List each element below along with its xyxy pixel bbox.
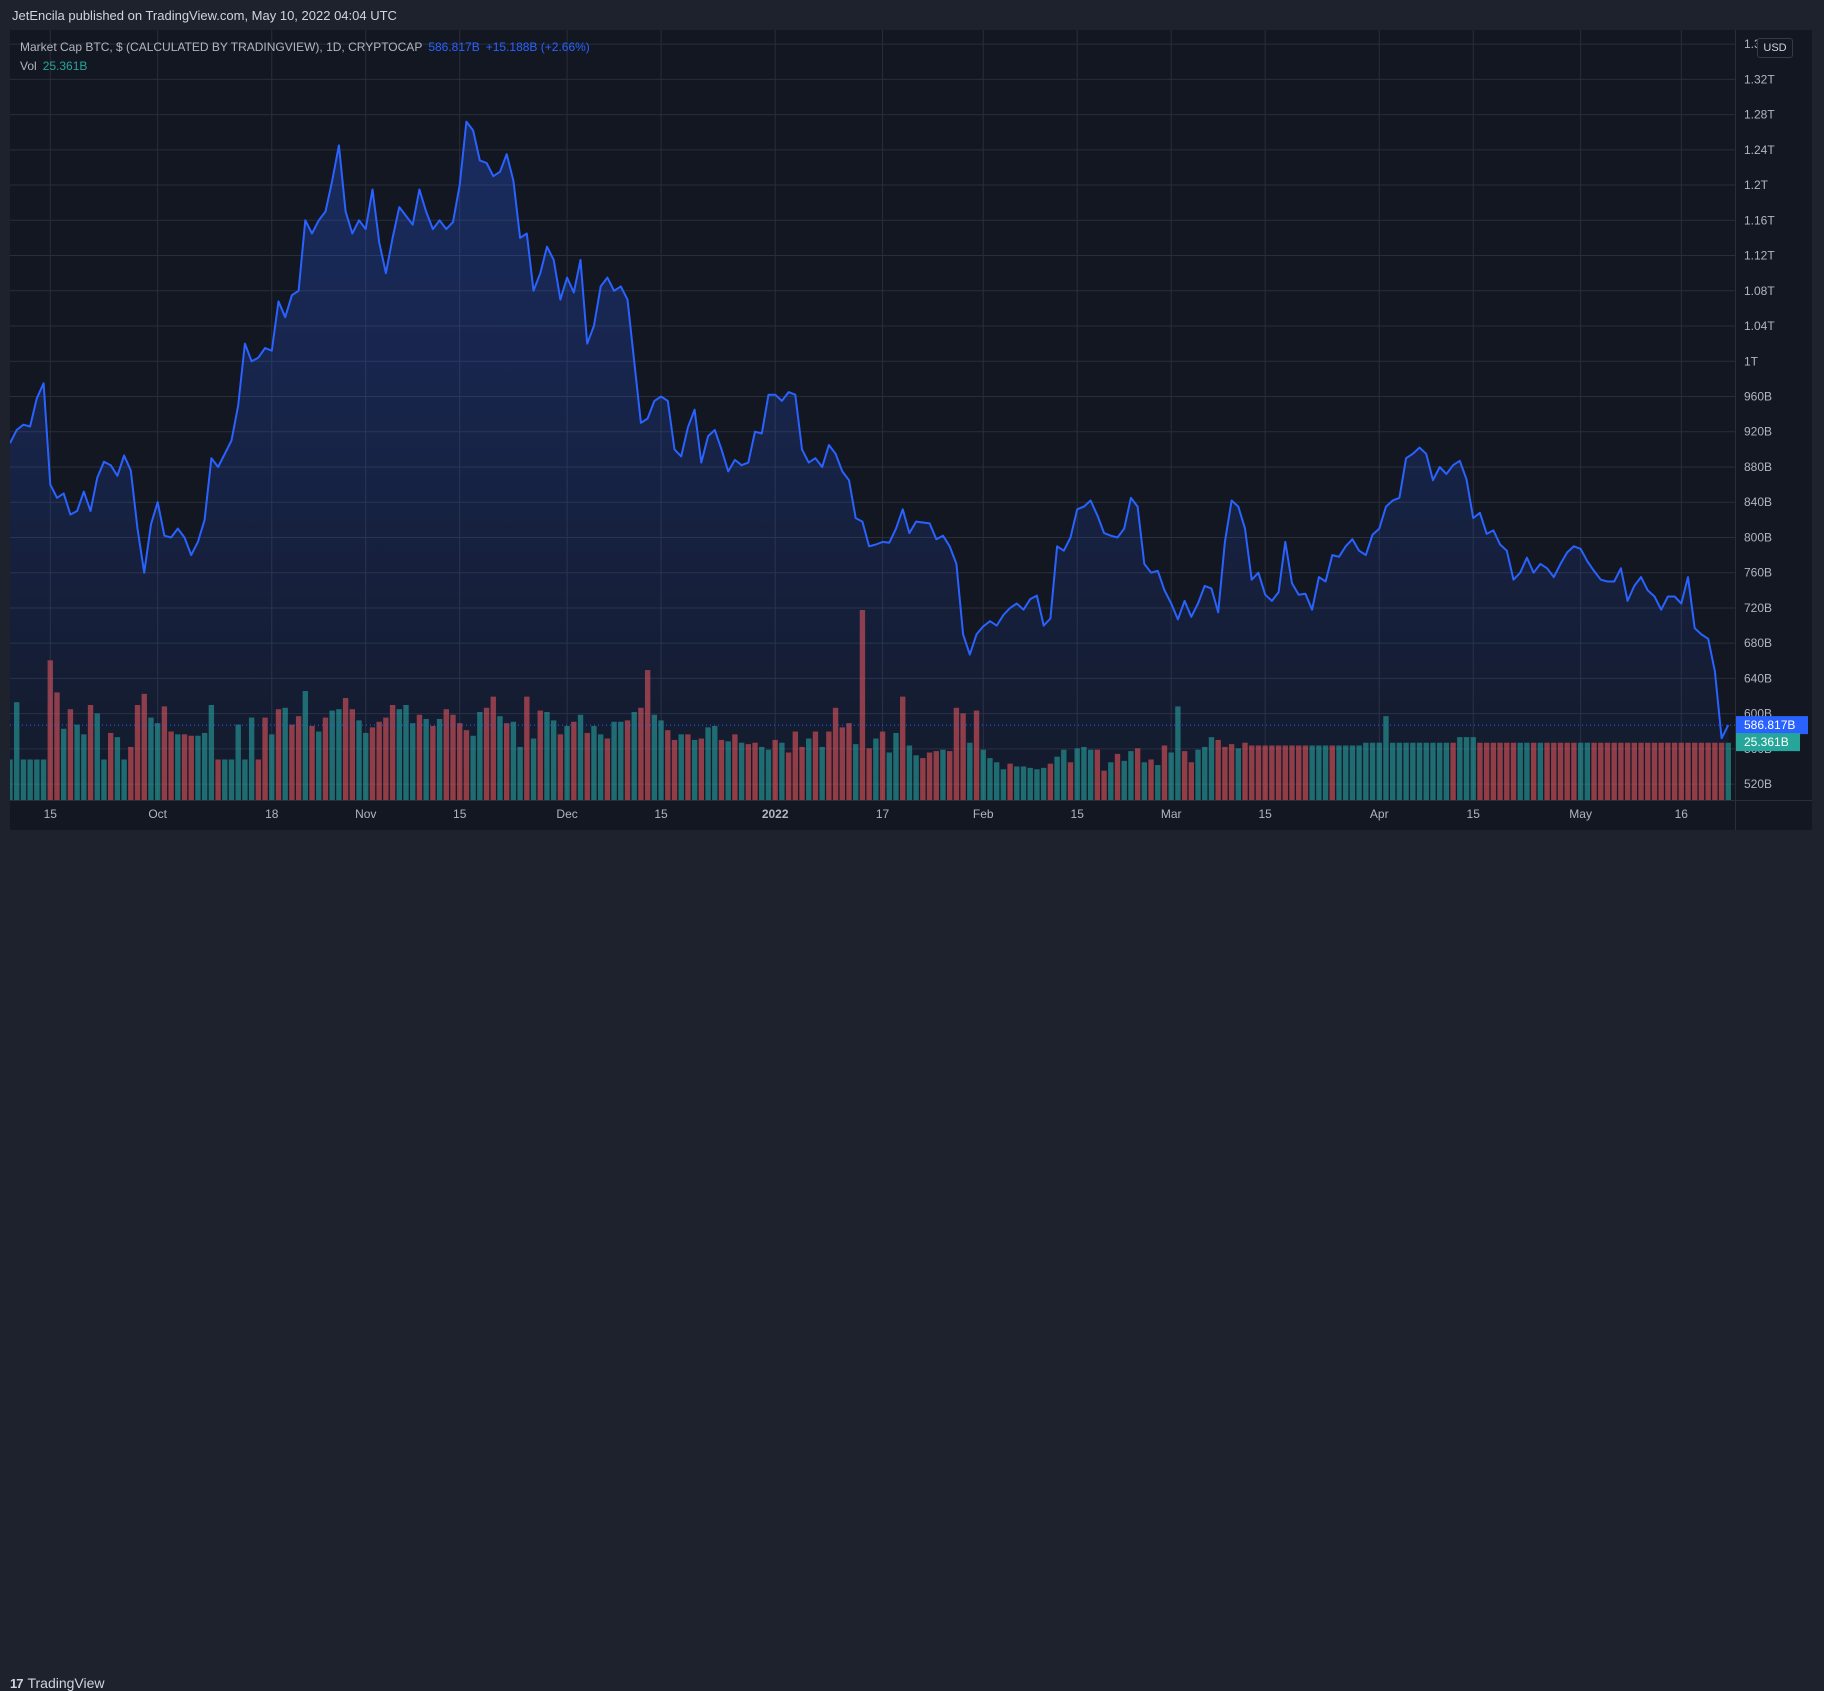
x-tick-label: 15	[1258, 807, 1272, 821]
chart-area[interactable]: 520B560B600B640B680B720B760B800B840B880B…	[10, 30, 1812, 830]
y-tick-label: 640B	[1744, 671, 1772, 685]
y-tick-label: 880B	[1744, 460, 1772, 474]
x-tick-label: 18	[265, 807, 279, 821]
legend-symbol-row[interactable]: Market Cap BTC, $ (CALCULATED BY TRADING…	[20, 38, 590, 57]
y-tick-label: 1.28T	[1744, 108, 1775, 122]
tradingview-brand: TradingView	[27, 1675, 105, 1691]
y-tick-label: 1T	[1744, 354, 1759, 368]
last-volume-label-bg	[1736, 733, 1800, 752]
x-tick-label: 16	[1675, 807, 1689, 821]
y-tick-label: 1.2T	[1744, 178, 1769, 192]
x-tick-label: 15	[1467, 807, 1481, 821]
price-line	[10, 120, 1730, 740]
y-tick-label: 1.16T	[1744, 213, 1775, 227]
legend-volume-value: 25.361B	[42, 59, 88, 73]
publisher-bar: JetEncila published on TradingView.com, …	[0, 0, 1824, 30]
y-tick-label: 680B	[1744, 636, 1772, 650]
y-tick-label: 920B	[1744, 425, 1772, 439]
y-tick-label: 1.32T	[1744, 72, 1775, 86]
price-area-fill	[10, 121, 1729, 801]
tradingview-logo[interactable]: 17 TradingView	[10, 1675, 105, 1691]
x-tick-label: Dec	[556, 807, 577, 821]
y-tick-label: 760B	[1744, 566, 1772, 580]
legend-volume-label[interactable]: Vol	[20, 59, 37, 73]
y-tick-label: 1.24T	[1744, 143, 1775, 157]
publisher-line: JetEncila published on TradingView.com, …	[12, 8, 397, 23]
y-tick-label: 960B	[1744, 389, 1772, 403]
last-price-label-text: 586.817B	[1744, 718, 1795, 732]
legend-last-value: 586.817B	[428, 40, 480, 54]
x-tick-label: 15	[453, 807, 467, 821]
last-price-label: 586.817B	[1736, 716, 1808, 735]
y-tick-label: 1.12T	[1744, 249, 1775, 263]
y-tick-label: 840B	[1744, 495, 1772, 509]
x-axis: Sep15Oct18Nov15Dec15202217Feb15Mar15Apr1…	[44, 807, 1689, 821]
y-tick-label: 1.04T	[1744, 319, 1775, 333]
last-price-label-bg	[1736, 716, 1808, 735]
last-volume-label: 25.361B	[1736, 733, 1800, 752]
x-tick-label: 17	[876, 807, 890, 821]
currency-button[interactable]: USD	[1757, 38, 1793, 58]
x-tick-label: 15	[44, 807, 58, 821]
x-tick-label: Apr	[1370, 807, 1389, 821]
chart-legend[interactable]: Market Cap BTC, $ (CALCULATED BY TRADING…	[20, 38, 590, 76]
x-tick-label: May	[1569, 807, 1592, 821]
market-cap-chart[interactable]: 520B560B600B640B680B720B760B800B840B880B…	[10, 30, 1812, 830]
x-tick-label: 15	[654, 807, 668, 821]
y-tick-label: 520B	[1744, 777, 1772, 791]
footer-bar: 17 TradingView	[0, 832, 1824, 1691]
x-tick-label: Nov	[355, 807, 376, 821]
x-tick-label: Mar	[1161, 807, 1182, 821]
y-tick-label: 1.08T	[1744, 284, 1775, 298]
legend-symbol[interactable]: Market Cap BTC, $ (CALCULATED BY TRADING…	[20, 40, 423, 54]
legend-volume-row[interactable]: Vol 25.361B	[20, 57, 590, 76]
y-axis: 520B560B600B640B680B720B760B800B840B880B…	[1744, 37, 1775, 791]
y-tick-label: 720B	[1744, 601, 1772, 615]
tradingview-logo-icon: 17	[10, 1675, 24, 1691]
y-tick-label: 800B	[1744, 530, 1772, 544]
x-tick-label: 15	[1071, 807, 1085, 821]
x-tick-label: 2022	[762, 807, 789, 821]
last-volume-label-text: 25.361B	[1744, 735, 1789, 749]
legend-change: +15.188B (+2.66%)	[485, 40, 590, 54]
x-tick-label: Oct	[148, 807, 167, 821]
x-tick-label: Feb	[973, 807, 994, 821]
